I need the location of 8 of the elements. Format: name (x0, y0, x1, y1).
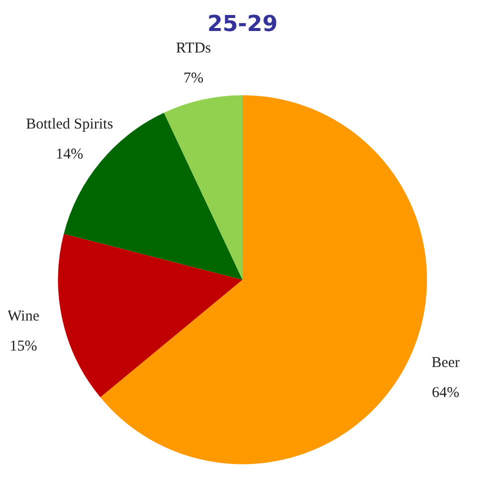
data-label: 7% (184, 70, 204, 87)
chart-title: 25-29 (207, 12, 278, 37)
data-label: 14% (56, 146, 84, 163)
slice-label: Bottled Spirits (26, 116, 114, 133)
slice-label: Beer (431, 355, 460, 372)
slice-label: RTDs (176, 40, 212, 57)
data-label: 64% (432, 385, 460, 402)
data-label: 15% (10, 338, 38, 355)
